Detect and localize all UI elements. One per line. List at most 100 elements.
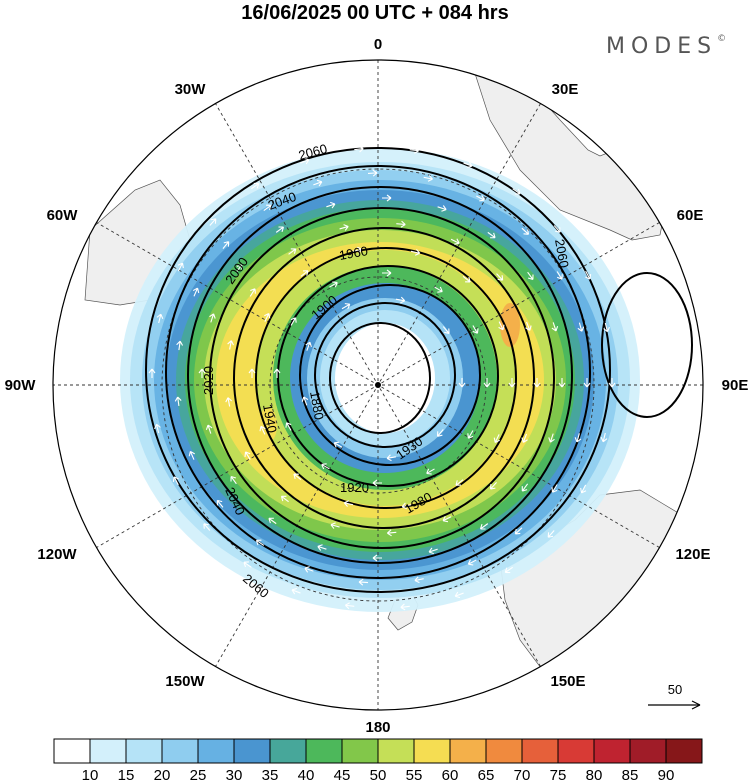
wind-vector-arrow [300, 157, 310, 165]
wind-vector-arrow [273, 368, 281, 378]
wind-vector-arrow [209, 218, 217, 226]
wind-vector-arrow [476, 195, 485, 202]
wind-vector-arrow [291, 587, 301, 595]
height-contour [277, 265, 499, 487]
wind-vector-arrow [192, 287, 200, 297]
wind-vector-arrow [280, 495, 289, 503]
wind-vector-arrow [437, 205, 447, 212]
wind-vector-arrow [222, 241, 230, 249]
height-contour [601, 272, 693, 418]
wind-vector-arrow [401, 502, 412, 510]
wind-vector-arrow [300, 270, 309, 277]
wind-vector-arrow [479, 523, 489, 530]
wind-vector-arrow [580, 484, 587, 494]
wind-vector-arrow [442, 516, 452, 523]
wind-vector-arrow [326, 201, 336, 209]
wind-vector-arrow [442, 326, 450, 335]
wind-vector-arrow [574, 433, 582, 443]
longitude-label-60e: 60E [677, 207, 704, 224]
longitude-label-30w: 30W [175, 81, 207, 98]
height-contour [329, 322, 431, 434]
wind-vector-arrow [489, 482, 497, 490]
wind-vector-arrow [268, 517, 277, 525]
wind-vector-arrow [352, 246, 363, 254]
south-pole-marker [375, 382, 381, 388]
height-contour [314, 302, 456, 448]
wind-vector-arrow [263, 204, 272, 211]
reference-vector-arrowhead-icon [691, 700, 701, 710]
height-contour [187, 186, 573, 564]
wind-speed-maximum [500, 303, 520, 347]
wind-vector-arrow [255, 539, 265, 546]
wind-vector-arrow [512, 188, 521, 195]
wind-vector-arrow [372, 554, 382, 562]
wind-vector-arrow [188, 450, 196, 460]
wind-vector-arrow [329, 281, 338, 288]
height-contour [165, 165, 591, 579]
map-border [52, 59, 704, 711]
wind-vector-arrow [304, 566, 314, 573]
wind-vector-arrow [317, 544, 327, 551]
wind-vector-arrow [354, 145, 364, 153]
wind-vector-arrow [551, 484, 558, 493]
wind-vector-arrow [428, 547, 438, 555]
longitude-label-150w: 150W [165, 673, 205, 690]
wind-vector-arrow [203, 523, 211, 531]
wind-vector-arrow [396, 220, 406, 228]
wind-vector-arrow [372, 479, 382, 487]
wind-vector-arrow [341, 303, 351, 310]
wind-vector-arrow [600, 432, 608, 443]
wind-vector-arrow [290, 317, 297, 326]
wind-vector-arrow [450, 238, 460, 245]
wind-vector-arrow [174, 396, 182, 406]
contour-label: 1920 [340, 480, 369, 495]
wind-vector-arrow [426, 468, 435, 475]
wind-vector-arrow [521, 433, 528, 443]
wind-vector-arrow [508, 378, 516, 388]
wind-vector-arrow [487, 231, 496, 239]
wind-vector-arrow [533, 378, 541, 388]
wind-vector-arrow [577, 322, 585, 332]
height-contours [145, 147, 693, 593]
wind-vector-arrow [172, 476, 179, 486]
wind-vector-arrow [496, 273, 504, 281]
wind-vector-arrow [525, 321, 532, 331]
reference-vector-label: 50 [668, 682, 682, 697]
contour-label: 1940 [260, 403, 280, 434]
height-contour [233, 227, 535, 529]
height-contour [209, 207, 555, 549]
wind-vector-arrow [603, 322, 610, 333]
wind-vector-arrow [472, 325, 479, 334]
wind-vector-arrow [235, 264, 243, 273]
wind-vector-arrow [330, 522, 340, 529]
wind-vector-arrow [205, 424, 213, 434]
contour-label: 2020 [201, 366, 216, 395]
wind-vector-arrow [553, 225, 561, 233]
wind-speed-maximum [259, 407, 277, 443]
wind-vector-arrow [285, 422, 292, 431]
wind-vector-arrow [264, 312, 271, 322]
wind-vector-arrow [558, 378, 566, 388]
wind-vector-arrow [386, 529, 397, 537]
wind-vector-arrow [556, 271, 563, 280]
wind-vector-arrow [382, 194, 392, 202]
wind-vector-arrow [230, 475, 237, 485]
longitude-label-30e: 30E [552, 81, 579, 98]
wind-vector-arrow [463, 161, 473, 169]
wind-vectors [148, 145, 616, 611]
wind-vector-arrow [386, 454, 396, 462]
wind-vector-arrow [551, 322, 559, 332]
wind-vector-arrow [514, 527, 523, 535]
wind-vector-arrow [198, 368, 206, 378]
wind-vector-arrow [483, 378, 491, 388]
longitude-label-0: 0 [374, 36, 382, 53]
wind-vector-arrow [251, 182, 260, 190]
contour-label: 1960 [338, 243, 369, 263]
contour-label: 2060 [552, 238, 572, 269]
wind-vector-arrow [504, 566, 513, 574]
longitude-label-90e: 90E [722, 377, 749, 394]
wind-vector-arrow [339, 224, 349, 231]
wind-vector-arrow [521, 227, 530, 235]
wind-vector-arrow [414, 576, 424, 584]
